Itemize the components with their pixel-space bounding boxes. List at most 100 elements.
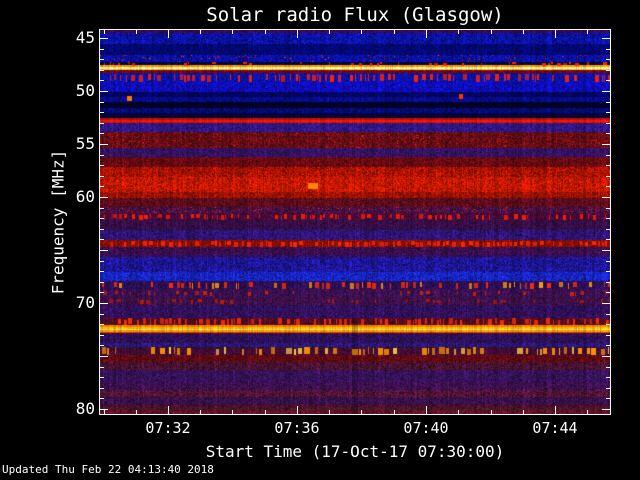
y-minor-tick [606,218,610,219]
spectrogram-canvas [100,30,610,414]
y-minor-tick [100,345,104,346]
y-major-tick [602,38,610,39]
y-tick-label: 45 [75,28,95,47]
y-tick-label: 60 [75,187,95,206]
x-minor-tick [232,30,233,34]
y-minor-tick [606,49,610,50]
y-minor-tick [100,70,104,71]
x-minor-tick [265,410,266,414]
x-minor-tick [491,30,492,34]
y-minor-tick [606,123,610,124]
y-minor-tick [100,218,104,219]
y-minor-tick [100,186,104,187]
y-minor-tick [606,155,610,156]
y-minor-tick [100,377,104,378]
x-minor-tick [136,410,137,414]
plot-area [99,29,611,415]
x-axis-title: Start Time (17-Oct-17 07:30:00) [205,442,505,461]
y-minor-tick [606,271,610,272]
x-minor-tick [265,30,266,34]
y-minor-tick [100,271,104,272]
x-minor-tick [587,410,588,414]
x-minor-tick [458,30,459,34]
y-major-tick [100,356,108,357]
chart-title: Solar radio Flux (Glasgow) [206,4,504,26]
x-minor-tick [104,30,105,34]
y-major-tick [100,250,108,251]
x-minor-tick [104,410,105,414]
x-minor-tick [491,410,492,414]
y-minor-tick [100,102,104,103]
y-minor-tick [100,155,104,156]
y-minor-tick [100,165,104,166]
updated-timestamp: Updated Thu Feb 22 04:13:40 2018 [2,463,214,476]
y-minor-tick [100,388,104,389]
y-tick-label: 55 [75,134,95,153]
x-minor-tick [361,30,362,34]
y-major-tick [602,250,610,251]
y-tick-label: 80 [75,399,95,418]
y-major-tick [100,409,108,410]
y-minor-tick [606,165,610,166]
y-minor-tick [606,80,610,81]
y-minor-tick [100,208,104,209]
y-minor-tick [100,335,104,336]
x-minor-tick [394,410,395,414]
x-tick-label: 07:44 [532,419,578,437]
y-minor-tick [606,59,610,60]
y-major-tick [602,303,610,304]
y-minor-tick [606,282,610,283]
x-major-tick [297,30,298,38]
x-minor-tick [329,410,330,414]
x-minor-tick [136,30,137,34]
x-major-tick [426,406,427,414]
y-tick-label: 70 [75,293,95,312]
y-minor-tick [606,208,610,209]
y-major-tick [602,144,610,145]
y-minor-tick [606,261,610,262]
x-major-tick [168,30,169,38]
y-minor-tick [100,112,104,113]
y-minor-tick [606,367,610,368]
y-minor-tick [606,176,610,177]
y-major-tick [100,91,108,92]
y-minor-tick [606,70,610,71]
y-minor-tick [606,388,610,389]
y-minor-tick [606,102,610,103]
y-minor-tick [100,292,104,293]
y-minor-tick [606,112,610,113]
x-minor-tick [361,410,362,414]
y-minor-tick [100,229,104,230]
y-minor-tick [100,314,104,315]
x-minor-tick [458,410,459,414]
x-minor-tick [200,30,201,34]
y-minor-tick [100,49,104,50]
y-tick-label: 50 [75,81,95,100]
x-tick-label: 07:40 [403,419,449,437]
x-minor-tick [394,30,395,34]
y-minor-tick [100,133,104,134]
y-minor-tick [606,314,610,315]
y-minor-tick [100,398,104,399]
y-major-tick [602,91,610,92]
y-minor-tick [606,186,610,187]
x-minor-tick [587,30,588,34]
y-minor-tick [100,282,104,283]
y-major-tick [100,144,108,145]
y-major-tick [602,197,610,198]
y-minor-tick [606,292,610,293]
y-minor-tick [100,324,104,325]
y-minor-tick [606,335,610,336]
x-major-tick [426,30,427,38]
y-major-tick [100,303,108,304]
y-minor-tick [606,133,610,134]
x-minor-tick [200,410,201,414]
y-minor-tick [606,398,610,399]
y-major-tick [602,409,610,410]
y-major-tick [100,38,108,39]
y-minor-tick [606,229,610,230]
y-minor-tick [100,261,104,262]
y-axis-title: Frequency [MHz] [48,149,68,295]
x-tick-label: 07:32 [145,419,191,437]
